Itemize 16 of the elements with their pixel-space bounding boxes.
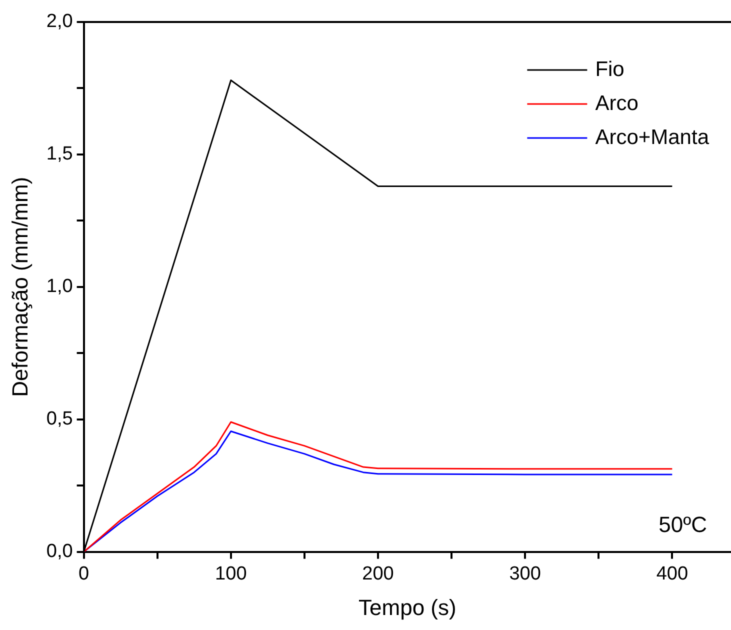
y-tick-label: 2,0 (46, 11, 73, 32)
x-tick-label: 0 (78, 563, 90, 584)
x-tick-label: 200 (362, 563, 394, 584)
x-tick-label: 400 (656, 563, 688, 584)
x-tick-label: 100 (215, 563, 247, 584)
x-tick-label: 300 (509, 563, 541, 584)
legend-label: Arco+Manta (595, 126, 710, 149)
annotation: 50ºC (658, 512, 708, 537)
y-tick-label: 1,5 (46, 144, 73, 165)
x-axis-title: Tempo (s) (358, 594, 456, 620)
legend-label: Fio (595, 58, 624, 81)
y-tick-label: 1,0 (46, 276, 73, 298)
legend-label: Arco (595, 92, 638, 115)
y-axis-title: Deformação (mm/mm) (7, 176, 32, 397)
y-tick-label: 0,5 (46, 408, 73, 430)
y-tick-label: 0,0 (46, 541, 73, 562)
